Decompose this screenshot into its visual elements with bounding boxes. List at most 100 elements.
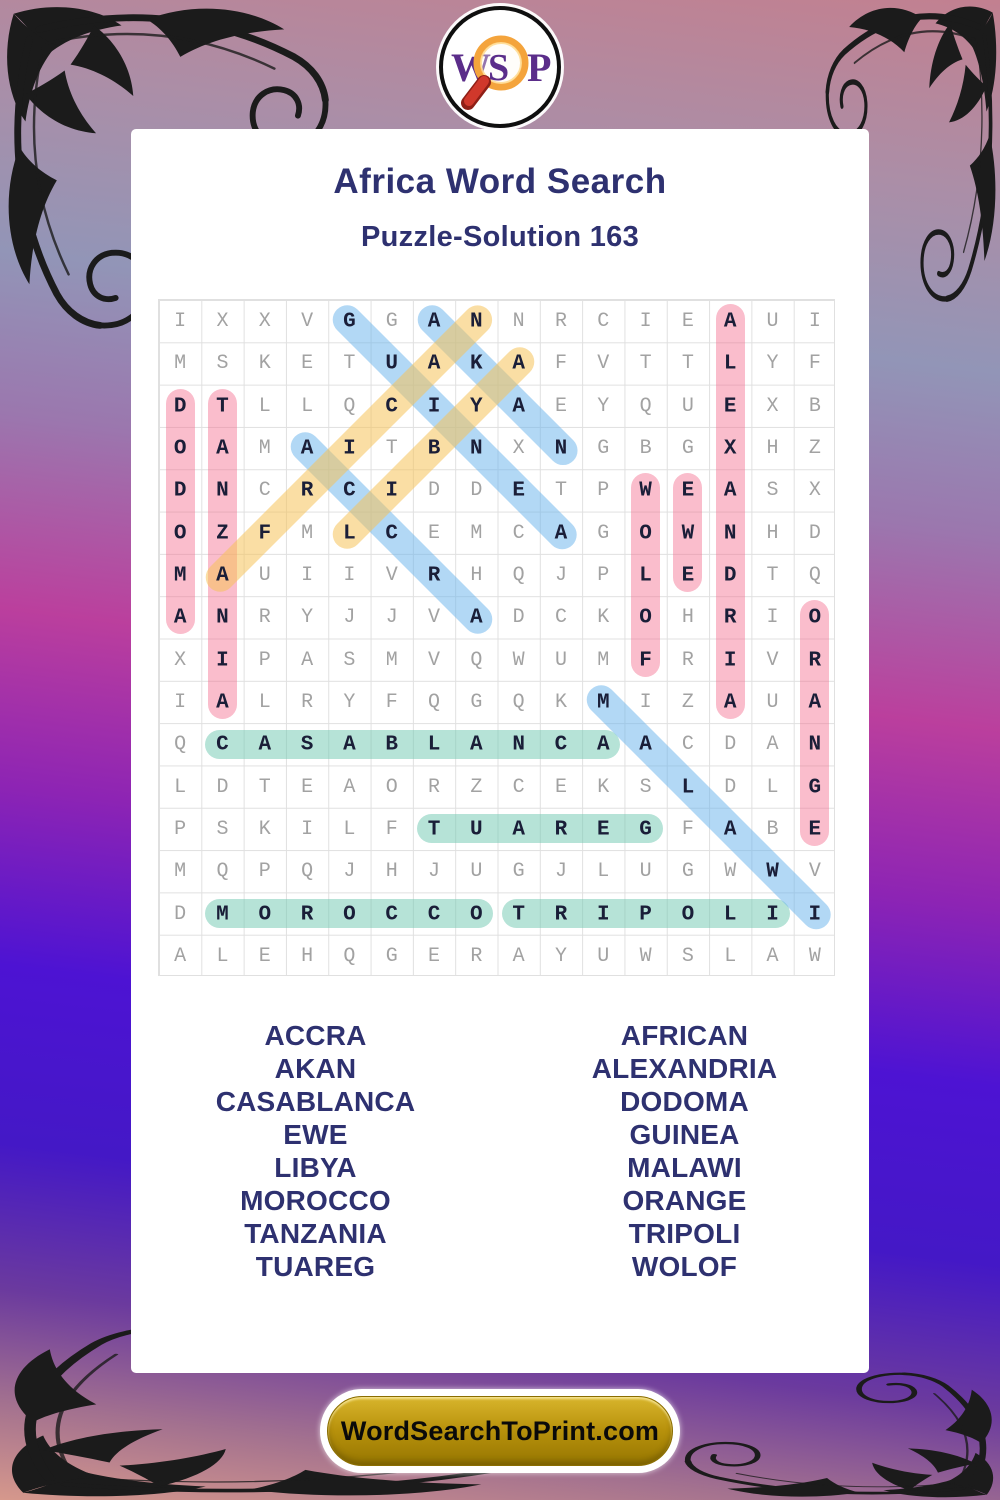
grid-letter: H: [301, 944, 314, 968]
grid-letter: L: [258, 690, 271, 714]
grid-letter: M: [385, 648, 398, 672]
grid-letter: U: [554, 648, 567, 672]
grid-letter: W: [681, 522, 695, 546]
grid-letter: E: [681, 479, 695, 503]
grid-letter: X: [766, 394, 779, 418]
website-button-glow: WordSearchToPrint.com: [320, 1389, 680, 1473]
grid-letter: S: [343, 648, 356, 672]
grid-letter: C: [512, 775, 525, 799]
grid-letter: U: [385, 352, 399, 376]
grid-letter: A: [427, 352, 441, 376]
grid-letter: I: [216, 649, 229, 673]
grid-letter: A: [343, 733, 356, 757]
word-list-item: TANZANIA: [244, 1218, 387, 1249]
grid-letter: S: [681, 944, 694, 968]
grid-letter: O: [639, 606, 652, 630]
grid-letter: K: [258, 352, 271, 376]
grid-letter: J: [554, 860, 567, 884]
grid-letter: R: [808, 649, 822, 673]
grid-letter: E: [301, 352, 314, 376]
word-list-item: AKAN: [274, 1053, 357, 1084]
website-button-label: WordSearchToPrint.com: [340, 1415, 660, 1446]
grid-letter: H: [385, 860, 398, 884]
grid-letter: C: [554, 606, 567, 630]
grid-letter: I: [427, 395, 441, 419]
grid-letter: D: [723, 564, 737, 588]
solution-highlight-orange: [800, 600, 830, 846]
grid-letter: O: [808, 606, 822, 630]
grid-letter: N: [723, 522, 737, 546]
grid-letter: G: [597, 437, 610, 461]
grid-letter: U: [639, 860, 652, 884]
grid-letter: Y: [343, 690, 356, 714]
grid-letter: G: [470, 690, 483, 714]
grid-letter: Y: [554, 944, 567, 968]
grid-letter: Y: [301, 606, 314, 630]
flourish-bottom-right: [688, 1374, 993, 1497]
grid-letter: A: [512, 352, 525, 376]
grid-letter: H: [681, 606, 694, 630]
grid-letter: N: [470, 310, 483, 334]
grid-letter: E: [681, 564, 695, 588]
grid-letter: M: [596, 691, 610, 715]
word-list: ACCRA AKAN CASABLANCA EWE LIBYA MOROCCO TANZAN…: [131, 1019, 869, 1283]
grid-letter: W: [724, 860, 737, 884]
grid-letter: L: [427, 733, 441, 757]
grid-letter: I: [343, 564, 356, 588]
grid-letter: L: [258, 394, 271, 418]
grid-letter: C: [427, 903, 441, 927]
grid-letter: R: [554, 818, 568, 842]
grid-letter: S: [216, 817, 229, 841]
grid-letter: T: [766, 564, 779, 588]
grid-letter: F: [258, 522, 272, 546]
grid-letter: Z: [681, 690, 694, 714]
grid-letter: M: [301, 521, 314, 545]
grid-letter: I: [808, 903, 822, 927]
grid-letter: E: [681, 310, 694, 334]
grid-letter: V: [385, 564, 398, 588]
grid-letter: T: [427, 818, 441, 842]
grid-letter: I: [301, 817, 314, 841]
grid-letter: C: [216, 733, 229, 757]
grid-letter: K: [554, 690, 567, 714]
grid-letter: A: [258, 733, 272, 757]
grid-letter: X: [808, 479, 821, 503]
grid-letter: P: [639, 903, 652, 927]
grid-letter: X: [258, 310, 271, 334]
grid-letter: N: [512, 310, 525, 334]
grid-letter: L: [723, 352, 737, 376]
grid-letter: M: [174, 352, 187, 376]
grid-letter: T: [554, 479, 567, 503]
grid-letter: Q: [808, 564, 821, 588]
grid-letter: C: [597, 310, 610, 334]
grid-letter: J: [554, 564, 567, 588]
website-button[interactable]: WordSearchToPrint.com: [327, 1396, 673, 1466]
grid-letter: E: [301, 775, 314, 799]
grid-letter: L: [174, 775, 187, 799]
grid-letter: T: [343, 352, 356, 376]
grid-letter: I: [723, 649, 737, 673]
word-list-item: TUAREG: [255, 1251, 376, 1282]
grid-letter: L: [597, 860, 610, 884]
grid-letter: D: [173, 479, 187, 503]
grid-letter: G: [597, 521, 610, 545]
grid-letter: H: [766, 437, 779, 461]
grid-letter: U: [258, 564, 271, 588]
grid-letter: A: [723, 691, 737, 715]
grid-letter: L: [301, 394, 314, 418]
grid-letter: A: [512, 944, 525, 968]
grid-letter: V: [766, 648, 779, 672]
grid-letter: C: [512, 521, 525, 545]
grid-letter: L: [343, 817, 356, 841]
grid-letter: J: [428, 860, 441, 884]
grid-letter: E: [428, 944, 441, 968]
grid-letter: Y: [766, 352, 779, 376]
grid-letter: B: [385, 733, 399, 757]
grid-letter: Z: [216, 522, 229, 546]
grid-letter: S: [300, 733, 314, 757]
puzzle-card: Africa Word Search Puzzle-Solution 163 I…: [131, 129, 869, 1373]
grid-letter: P: [597, 564, 610, 588]
grid-letter: Q: [301, 860, 314, 884]
word-list-left-column: ACCRA AKAN CASABLANCA EWE LIBYA MOROCCO TANZAN…: [131, 1019, 500, 1283]
grid-letter: D: [173, 395, 187, 419]
